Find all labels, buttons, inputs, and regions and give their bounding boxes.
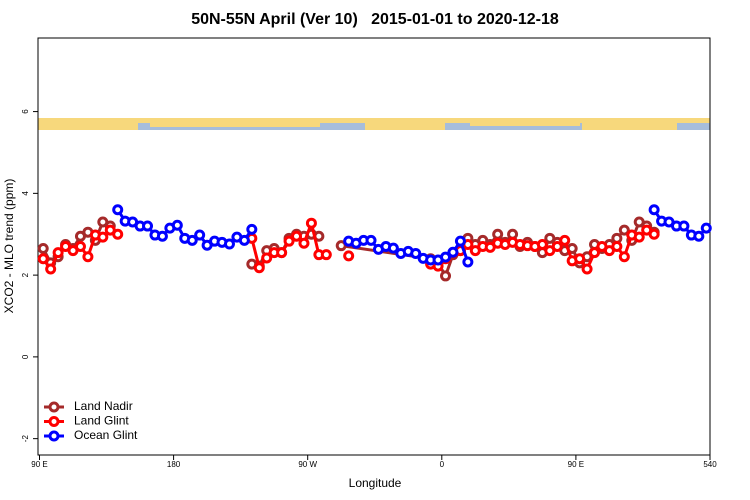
data-point [112,228,124,240]
data-point [82,251,94,263]
data-point [618,224,630,236]
x-tick-label: 0 [440,460,445,469]
data-point [454,235,466,247]
map-strip [38,118,710,130]
data-point [223,238,235,250]
data-point [142,220,154,232]
x-tick-label: 90 W [298,460,317,469]
x-tick-label: 90 E [31,460,47,469]
data-point [112,204,124,216]
data-point [283,235,295,247]
data-point [559,234,571,246]
data-point [581,263,593,275]
data-point [97,231,109,243]
data-point [305,217,317,229]
data-point [648,228,660,240]
data-point [648,204,660,216]
data-point [156,230,168,242]
legend-marker [48,430,60,442]
y-axis-label: XCO2 - MLO trend (ppm) [2,179,16,314]
data-point [589,247,601,259]
data-point [37,253,49,265]
legend-label: Land Glint [74,414,129,428]
y-tick-label: 0 [21,354,30,359]
data-point [611,241,623,252]
data-point [387,242,399,254]
x-tick-label: 90 E [568,460,584,469]
data-point [678,220,690,232]
data-point [574,253,586,265]
data-point [194,229,206,241]
data-point [45,263,57,275]
data-point [335,240,347,252]
chart-title: 50N-55N April (Ver 10) 2015-01-01 to 202… [191,11,559,28]
x-tick-label: 540 [703,460,717,469]
data-point [291,230,303,242]
data-point [186,234,198,246]
y-tick-label: 4 [21,191,30,196]
data-point [365,234,377,246]
legend-marker [48,401,60,413]
data-point [74,241,86,252]
data-point [618,251,630,263]
data-point [171,219,183,231]
data-point [462,256,474,268]
data-point [343,250,355,262]
x-axis-label: Longitude [349,476,402,490]
data-point [320,249,332,261]
data-point [261,252,273,264]
plot-frame [37,37,711,456]
y-tick-label: 2 [21,272,30,277]
data-point [633,231,645,243]
data-point [447,246,459,258]
data-point [298,237,310,249]
data-point [276,247,288,259]
y-tick-label: -2 [21,435,30,443]
data-point [246,223,258,235]
data-point [253,262,265,274]
data-point [440,270,452,282]
data-point [693,230,705,242]
legend-label: Ocean Glint [74,428,138,442]
data-point [37,243,49,255]
x-tick-label: 180 [167,460,181,469]
data-point [492,228,504,240]
data-point [551,241,563,252]
legend-marker [48,416,60,427]
data-point [440,251,452,263]
data-point [238,234,250,246]
data-point [52,247,64,259]
data-point [536,238,548,250]
data-point [410,247,422,259]
legend-label: Land Nadir [74,399,133,413]
y-tick-label: 6 [21,109,30,114]
data-point [700,222,712,234]
